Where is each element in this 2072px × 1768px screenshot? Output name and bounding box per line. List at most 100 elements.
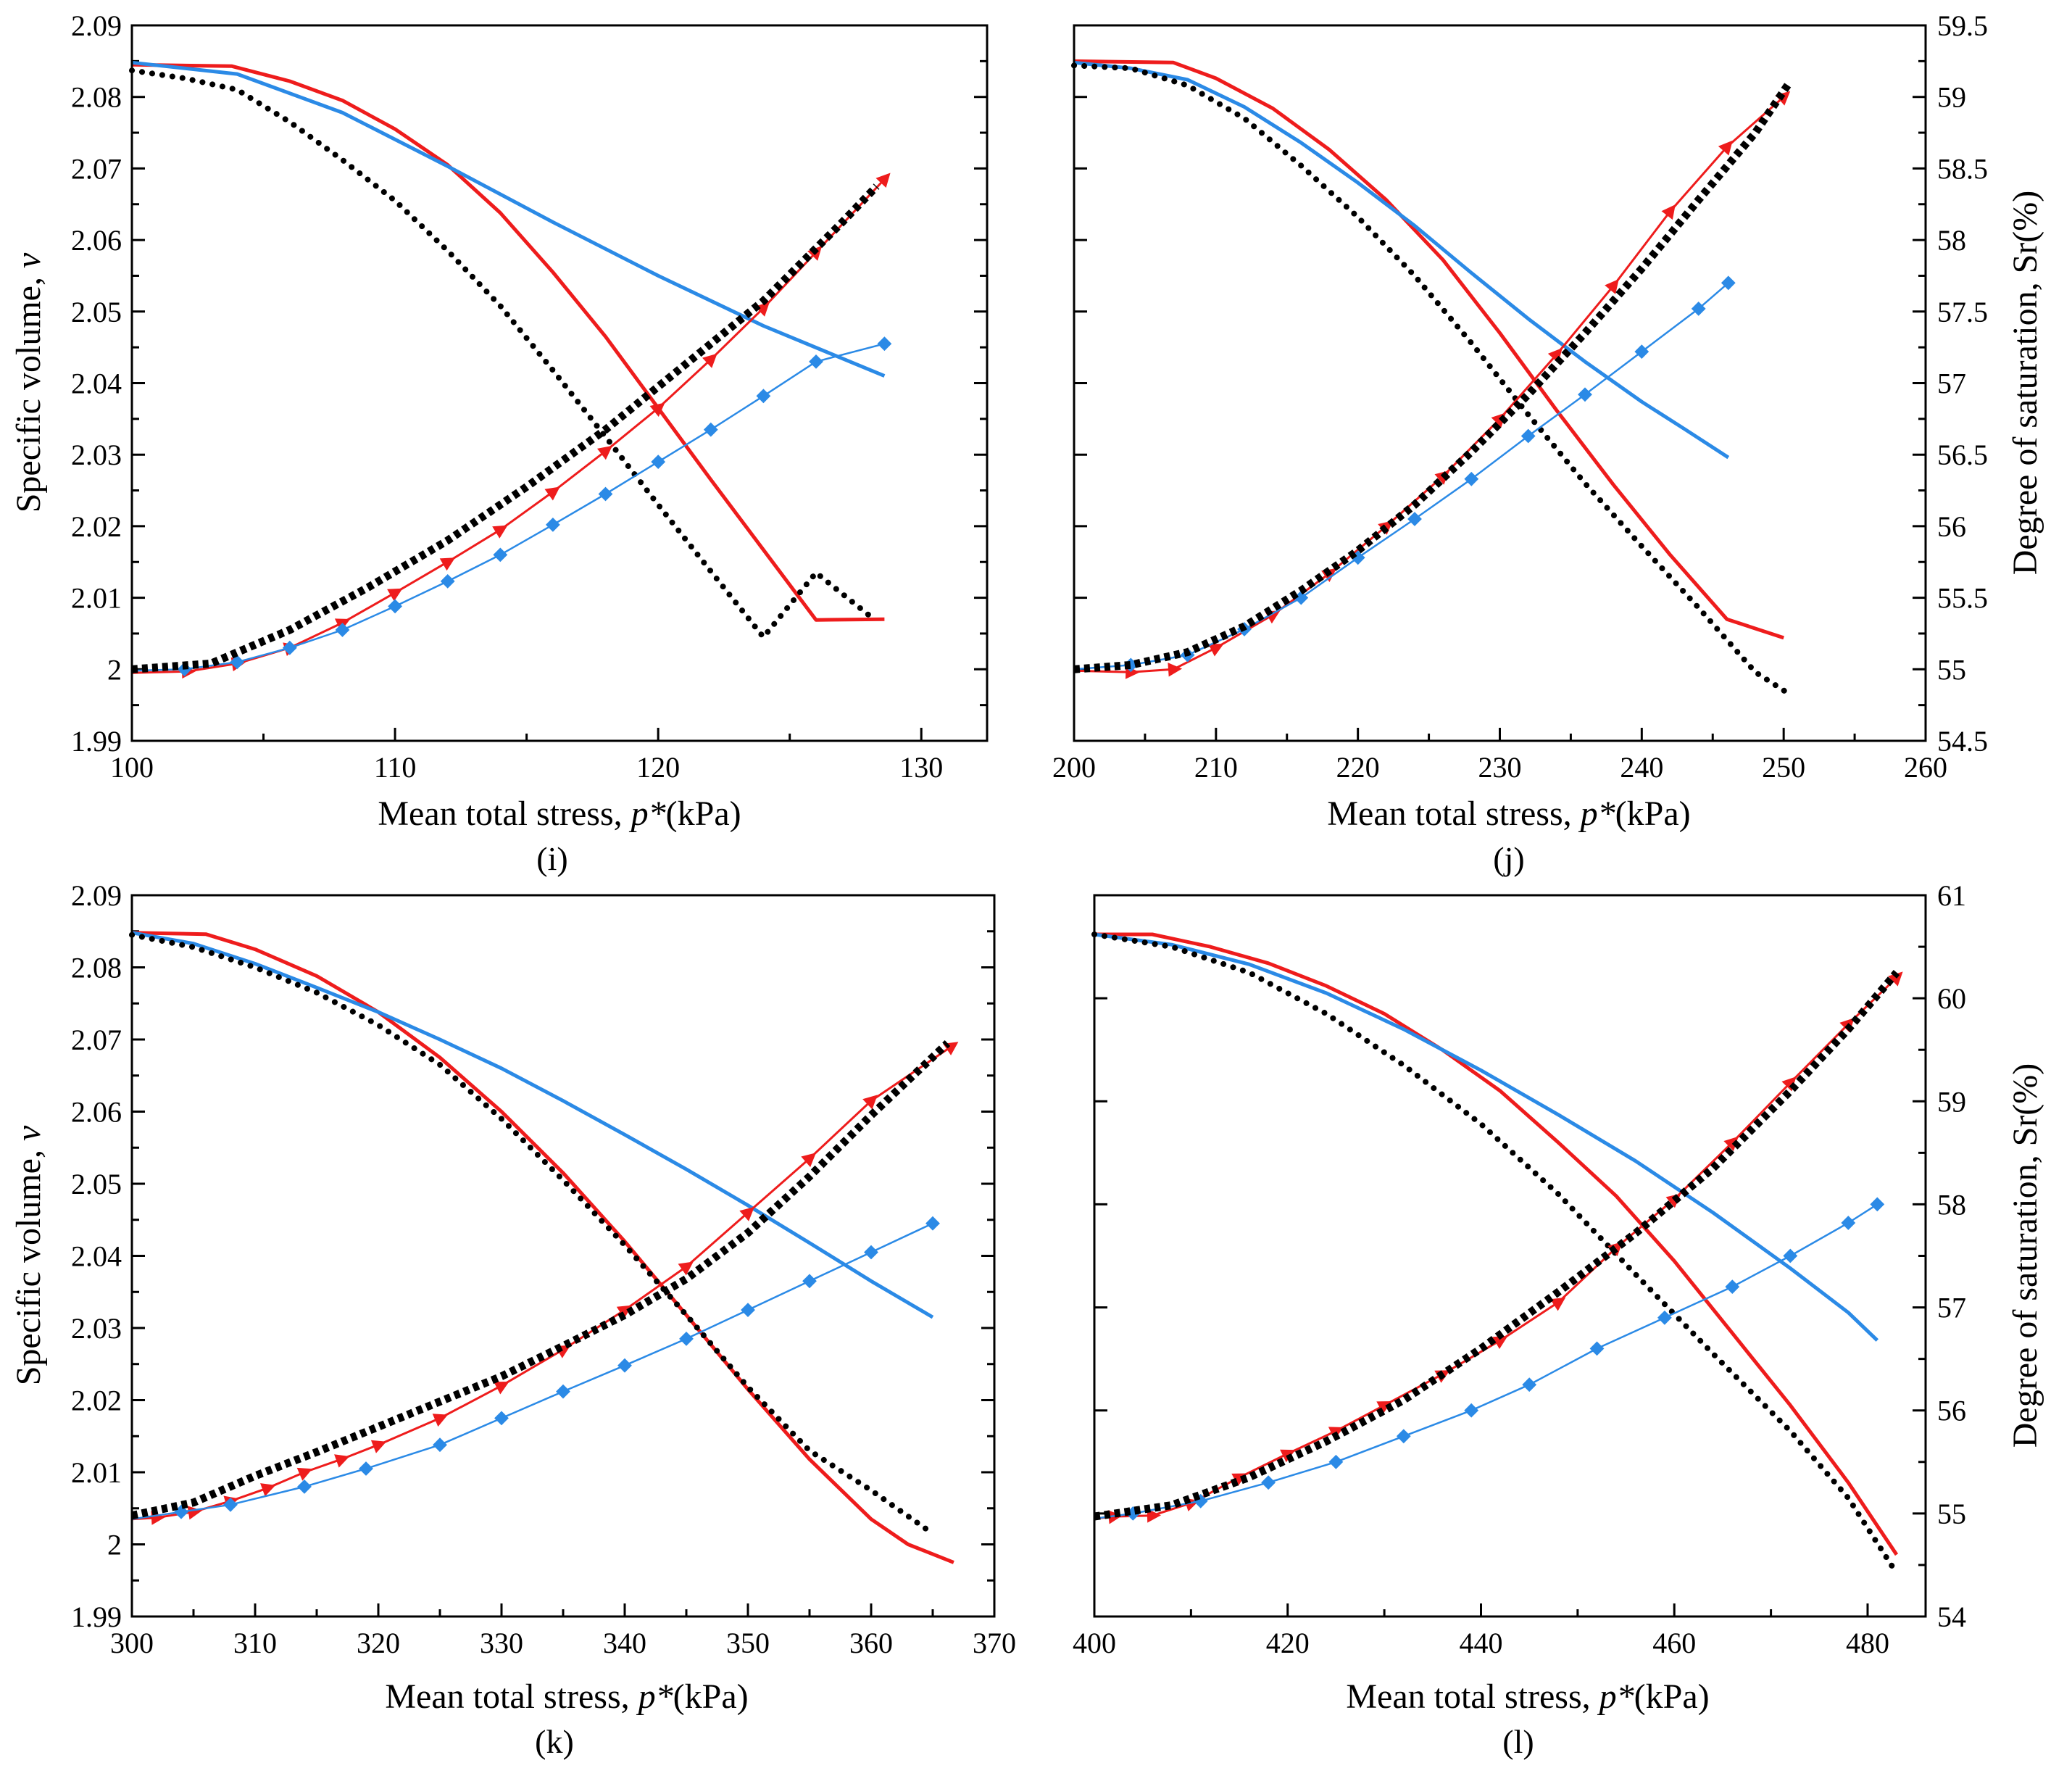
square-marker-k <box>556 1384 570 1399</box>
square-marker-l <box>1870 1197 1885 1212</box>
y-tick-label-k: 2.05 <box>71 1168 122 1200</box>
square-marker-i <box>546 518 560 532</box>
triangle-marker-k <box>494 1382 509 1395</box>
x-tick-label-k: 330 <box>480 1627 523 1659</box>
series-line-k-2 <box>129 931 936 1537</box>
triangle-marker-l <box>1492 1336 1508 1349</box>
axes-frame-l <box>1093 894 1927 1618</box>
square-marker-l <box>1657 1310 1672 1325</box>
series-line-l-2 <box>1091 931 1900 1577</box>
square-marker-k <box>359 1461 373 1476</box>
triangle-marker-k <box>739 1206 754 1221</box>
x-tick-label-k: 310 <box>233 1627 277 1659</box>
y2-tick-label-j: 55.5 <box>1937 582 1988 615</box>
series-line-k-0 <box>131 931 954 1564</box>
x-tick-label-k: 350 <box>726 1627 770 1659</box>
x-tick-label-i: 130 <box>899 751 943 784</box>
series-line-i-3 <box>131 178 886 674</box>
x-tick-label-l: 400 <box>1073 1627 1116 1659</box>
square-marker-l <box>1522 1377 1537 1393</box>
x-axis-label-j: Mean total stress, p*(kPa) <box>1327 794 1690 833</box>
series-line-k-5 <box>130 1040 951 1520</box>
triangle-marker-j <box>1605 279 1619 294</box>
panel-caption-l: (l) <box>1502 1723 1534 1760</box>
square-marker-j <box>1691 302 1706 316</box>
triangle-marker-k <box>370 1440 387 1453</box>
panel-caption-i: (i) <box>536 840 567 877</box>
y2-axis-label-l: Degree of saturation, Sr(%) <box>2006 1063 2044 1448</box>
square-marker-j <box>1520 428 1536 444</box>
triangle-marker-l <box>1723 1136 1739 1151</box>
square-marker-k <box>433 1437 447 1453</box>
square-marker-k <box>925 1216 940 1231</box>
triangle-marker-k <box>296 1467 312 1481</box>
y2-tick-label-l: 60 <box>1937 982 1966 1015</box>
x-axis-label-k: Mean total stress, p*(kPa) <box>385 1677 748 1716</box>
triangle-marker-j <box>1661 204 1676 220</box>
series-line-k-3 <box>131 1045 952 1521</box>
square-marker-i <box>282 640 297 655</box>
y2-tick-label-j: 55 <box>1937 653 1966 686</box>
x-axis-label-i: Mean total stress, p*(kPa) <box>378 794 741 833</box>
y-tick-label-k: 2.02 <box>71 1385 122 1417</box>
square-marker-k <box>617 1358 632 1373</box>
y-tick-label-k: 2.04 <box>71 1240 122 1273</box>
series-line-l-1 <box>1094 932 1879 1342</box>
x-tick-label-k: 370 <box>973 1627 1016 1659</box>
square-marker-l <box>1783 1248 1798 1263</box>
square-marker-j <box>1721 275 1736 291</box>
y-tick-label-i: 2.07 <box>71 152 122 185</box>
triangle-marker-i <box>875 173 891 188</box>
x-axis-label-l: Mean total stress, p*(kPa) <box>1346 1677 1709 1716</box>
triangle-marker-i <box>439 557 456 571</box>
square-marker-l <box>1589 1341 1605 1356</box>
panel-i: 100 110 120 130 1.99 2 2.01 2.02 2.03 2.04 2.05 2.0… <box>9 9 989 877</box>
series-line-k-4 <box>131 1222 933 1520</box>
series-layer-i <box>129 60 892 679</box>
x-tick-label-i: 120 <box>636 751 680 784</box>
square-marker-i <box>230 655 245 670</box>
x-tick-label-k: 340 <box>603 1627 646 1659</box>
x-tick-label-l: 440 <box>1459 1627 1502 1659</box>
y-tick-label-i: 2 <box>107 653 122 686</box>
y2-tick-label-l: 54 <box>1937 1601 1966 1633</box>
y-tick-label-k: 2 <box>107 1529 122 1561</box>
tick-layer-i: 100 110 120 130 1.99 2 2.01 2.02 2.03 2.04 2.05 2.0… <box>71 9 987 784</box>
triangle-marker-i <box>544 486 560 501</box>
y-tick-label-i: 2.08 <box>71 81 122 114</box>
triangle-marker-j <box>1208 644 1224 657</box>
panel-caption-j: (j) <box>1493 840 1524 877</box>
y2-tick-label-j: 54.5 <box>1937 725 1988 758</box>
x-tick-label-j: 240 <box>1620 751 1663 784</box>
x-tick-label-l: 460 <box>1652 1627 1696 1659</box>
series-line-i-0 <box>131 62 885 622</box>
square-marker-k <box>741 1303 755 1317</box>
square-marker-k <box>494 1411 509 1426</box>
square-marker-j <box>1578 387 1592 402</box>
x-tick-label-j: 210 <box>1194 751 1238 784</box>
series-line-i-5 <box>131 183 880 673</box>
triangle-marker-k <box>260 1483 276 1497</box>
series-line-i-1 <box>131 60 886 378</box>
y-axis-label-i: Specific volume, v <box>9 252 48 512</box>
square-marker-l <box>1464 1403 1479 1418</box>
y2-tick-label-j: 58.5 <box>1937 152 1988 185</box>
x-tick-label-j: 200 <box>1052 751 1096 784</box>
triangle-marker-i <box>387 588 403 602</box>
series-line-j-4 <box>1073 282 1729 671</box>
square-marker-l <box>1396 1429 1411 1444</box>
y2-tick-label-j: 59 <box>1937 81 1966 114</box>
x-tick-label-k: 360 <box>849 1627 893 1659</box>
triangle-marker-i <box>597 445 612 460</box>
square-marker-i <box>756 389 771 404</box>
y-tick-label-i: 2.06 <box>71 224 122 257</box>
triangle-marker-k <box>187 1506 202 1520</box>
square-marker-l <box>1841 1216 1856 1230</box>
square-marker-l <box>1725 1279 1740 1294</box>
square-marker-i <box>388 599 402 614</box>
y2-tick-label-j: 56.5 <box>1937 439 1988 471</box>
square-marker-k <box>223 1497 238 1512</box>
series-line-l-4 <box>1094 1203 1878 1520</box>
